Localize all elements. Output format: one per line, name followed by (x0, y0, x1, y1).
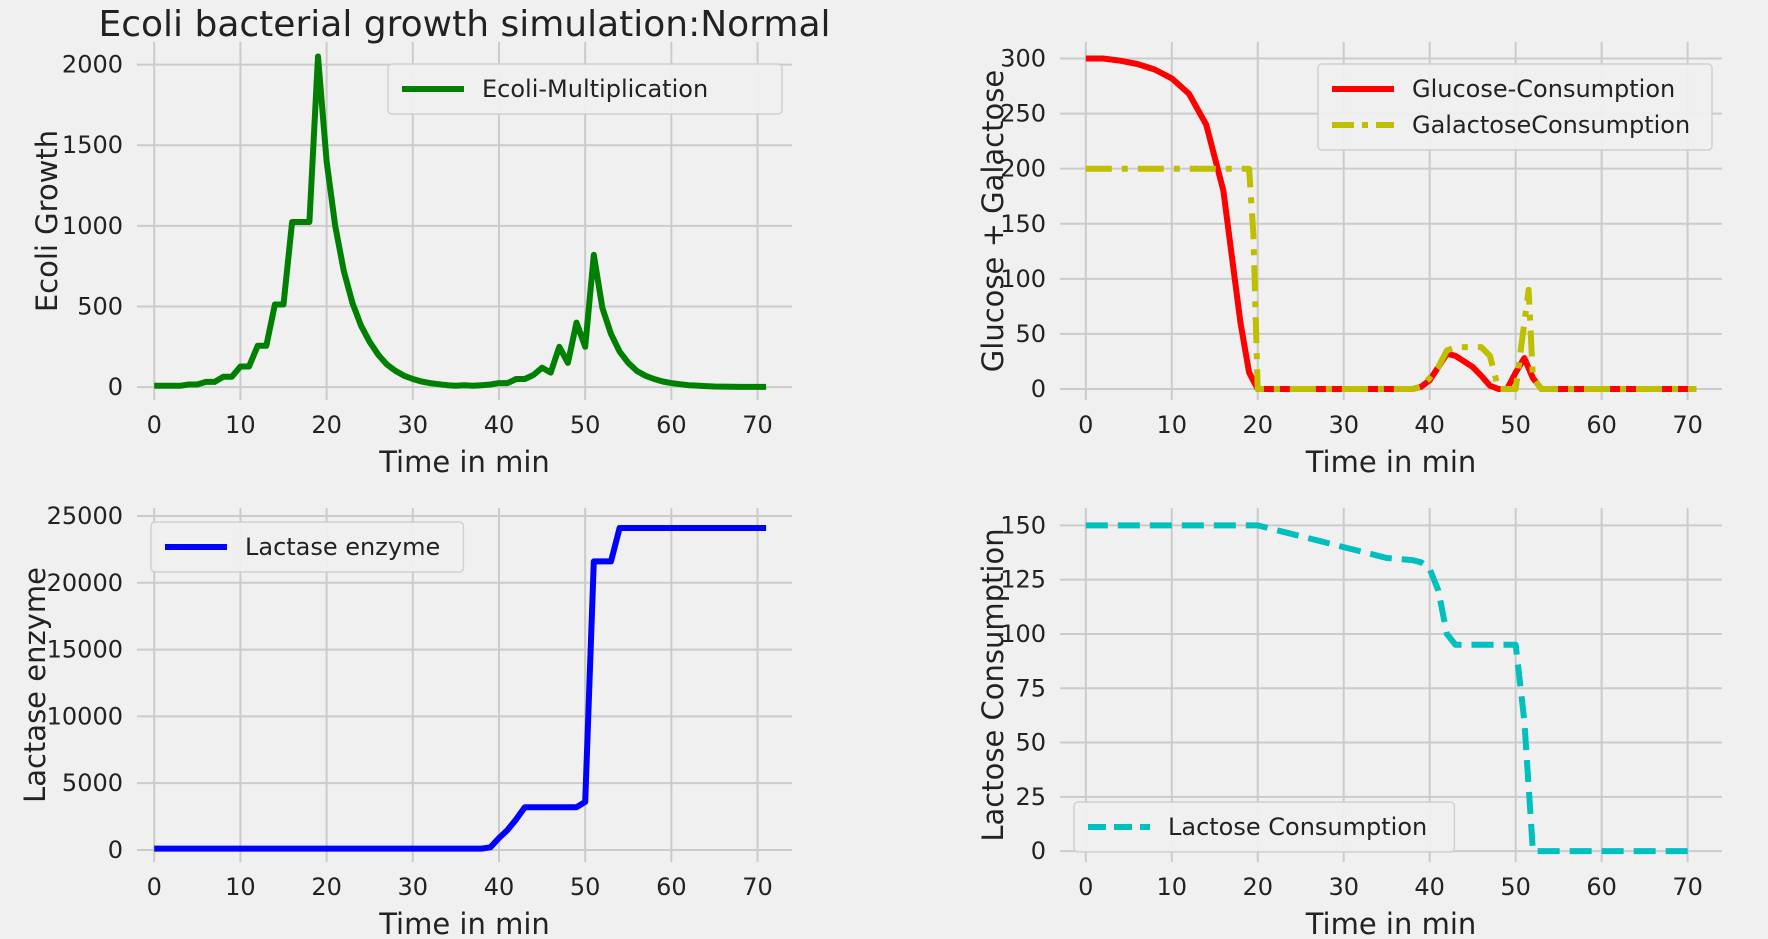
x-axis-label: Time in min (378, 907, 550, 939)
series-line (154, 53, 767, 390)
x-tick-label: 50 (1500, 411, 1531, 439)
x-tick-label: 70 (742, 411, 773, 439)
y-tick-label: 0 (108, 836, 123, 864)
y-tick-label: 150 (1000, 511, 1046, 539)
x-tick-label: 60 (1586, 873, 1617, 901)
y-axis-label: Ecoli Growth (30, 130, 64, 312)
chart-panel-3: 0 10 20 30 40 50 60 70 0 5000 10000 15000 20000 25000… (18, 502, 792, 939)
x-tick-label: 40 (484, 411, 515, 439)
x-tick-label: 10 (225, 873, 256, 901)
legend-label: Glucose-Consumption (1412, 75, 1675, 103)
legend-label: Lactose Consumption (1168, 813, 1427, 841)
chart-title: Ecoli bacterial growth simulation:Normal (98, 4, 830, 45)
legend-box (1073, 801, 1456, 853)
y-axis-label: Lactase enzyme (18, 567, 52, 803)
x-tick-label: 10 (225, 411, 256, 439)
y-tick-label: 125 (1000, 566, 1046, 594)
x-tick-label: 30 (1328, 873, 1359, 901)
y-tick-label: 150 (1000, 210, 1046, 238)
x-tick-label: 70 (742, 873, 773, 901)
x-tick-label: 40 (1414, 411, 1445, 439)
x-tick-label: 60 (656, 411, 687, 439)
y-tick-label: 2000 (62, 51, 123, 79)
y-tick-label: 0 (1031, 837, 1046, 865)
series-line (1085, 55, 1697, 392)
legend: Lactose Consumption (1073, 801, 1456, 853)
chart-panel-1: 0 10 20 30 40 50 60 70 0 500 1000 1500 2000 Time in m… (30, 4, 831, 479)
chart-panel-2: 0 10 20 30 40 50 60 70 0 50 100 150 200 250 300 Time in… (976, 42, 1722, 479)
y-tick-label: 50 (1015, 729, 1046, 757)
y-axis-label: Lactose Consumption (976, 528, 1010, 841)
x-tick-label: 20 (311, 873, 342, 901)
x-tick-label: 20 (1242, 873, 1273, 901)
x-tick-label: 0 (1078, 873, 1093, 901)
y-tick-label: 250 (1000, 100, 1046, 128)
legend-box (150, 521, 465, 573)
y-tick-label: 200 (1000, 155, 1046, 183)
y-tick-label: 300 (1000, 45, 1046, 73)
y-tick-label: 25000 (47, 502, 123, 530)
y-tick-label: 1000 (62, 212, 123, 240)
y-tick-label: 10000 (47, 702, 123, 730)
x-tick-label: 30 (398, 411, 429, 439)
y-tick-label: 0 (1031, 375, 1046, 403)
x-tick-label: 10 (1156, 873, 1187, 901)
x-axis-label: Time in min (1305, 445, 1477, 479)
y-tick-label: 100 (1000, 620, 1046, 648)
legend: Glucose-Consumption GalactoseConsumption (1317, 63, 1713, 151)
legend: Lactase enzyme (150, 521, 465, 573)
x-tick-label: 30 (398, 873, 429, 901)
x-tick-label: 10 (1156, 411, 1187, 439)
y-tick-label: 50 (1015, 320, 1046, 348)
legend-box (1317, 63, 1713, 151)
x-axis-label: Time in min (1305, 907, 1477, 939)
y-tick-label: 15000 (47, 636, 123, 664)
x-tick-label: 0 (1078, 411, 1093, 439)
x-tick-label: 50 (1500, 873, 1531, 901)
legend-box (387, 63, 783, 115)
chart-panel-4: 0 10 20 30 40 50 60 70 0 25 50 75 100 125 150 Time in m… (976, 508, 1722, 939)
legend-label: GalactoseConsumption (1412, 111, 1690, 139)
x-tick-label: 0 (147, 873, 162, 901)
x-tick-label: 30 (1328, 411, 1359, 439)
series-line (1085, 522, 1697, 855)
y-tick-label: 20000 (47, 569, 123, 597)
legend: Ecoli-Multiplication (387, 63, 783, 115)
x-tick-label: 20 (1242, 411, 1273, 439)
series-line (154, 525, 767, 852)
x-tick-label: 70 (1672, 411, 1703, 439)
y-axis-label: Glucose + Galactose (976, 70, 1010, 372)
x-tick-label: 50 (570, 411, 601, 439)
x-tick-label: 40 (1414, 873, 1445, 901)
legend-label: Ecoli-Multiplication (482, 75, 708, 103)
x-tick-label: 40 (484, 873, 515, 901)
legend-label: Lactase enzyme (245, 533, 440, 561)
y-tick-label: 500 (77, 292, 123, 320)
x-tick-label: 70 (1672, 873, 1703, 901)
x-tick-label: 20 (311, 411, 342, 439)
y-tick-label: 1500 (62, 131, 123, 159)
y-tick-label: 100 (1000, 265, 1046, 293)
x-tick-label: 0 (147, 411, 162, 439)
x-axis-label: Time in min (378, 445, 550, 479)
x-tick-label: 50 (570, 873, 601, 901)
y-tick-label: 75 (1015, 674, 1046, 702)
x-tick-label: 60 (656, 873, 687, 901)
y-tick-label: 25 (1015, 783, 1046, 811)
y-tick-label: 0 (108, 373, 123, 401)
x-tick-label: 60 (1586, 411, 1617, 439)
y-tick-label: 5000 (62, 769, 123, 797)
